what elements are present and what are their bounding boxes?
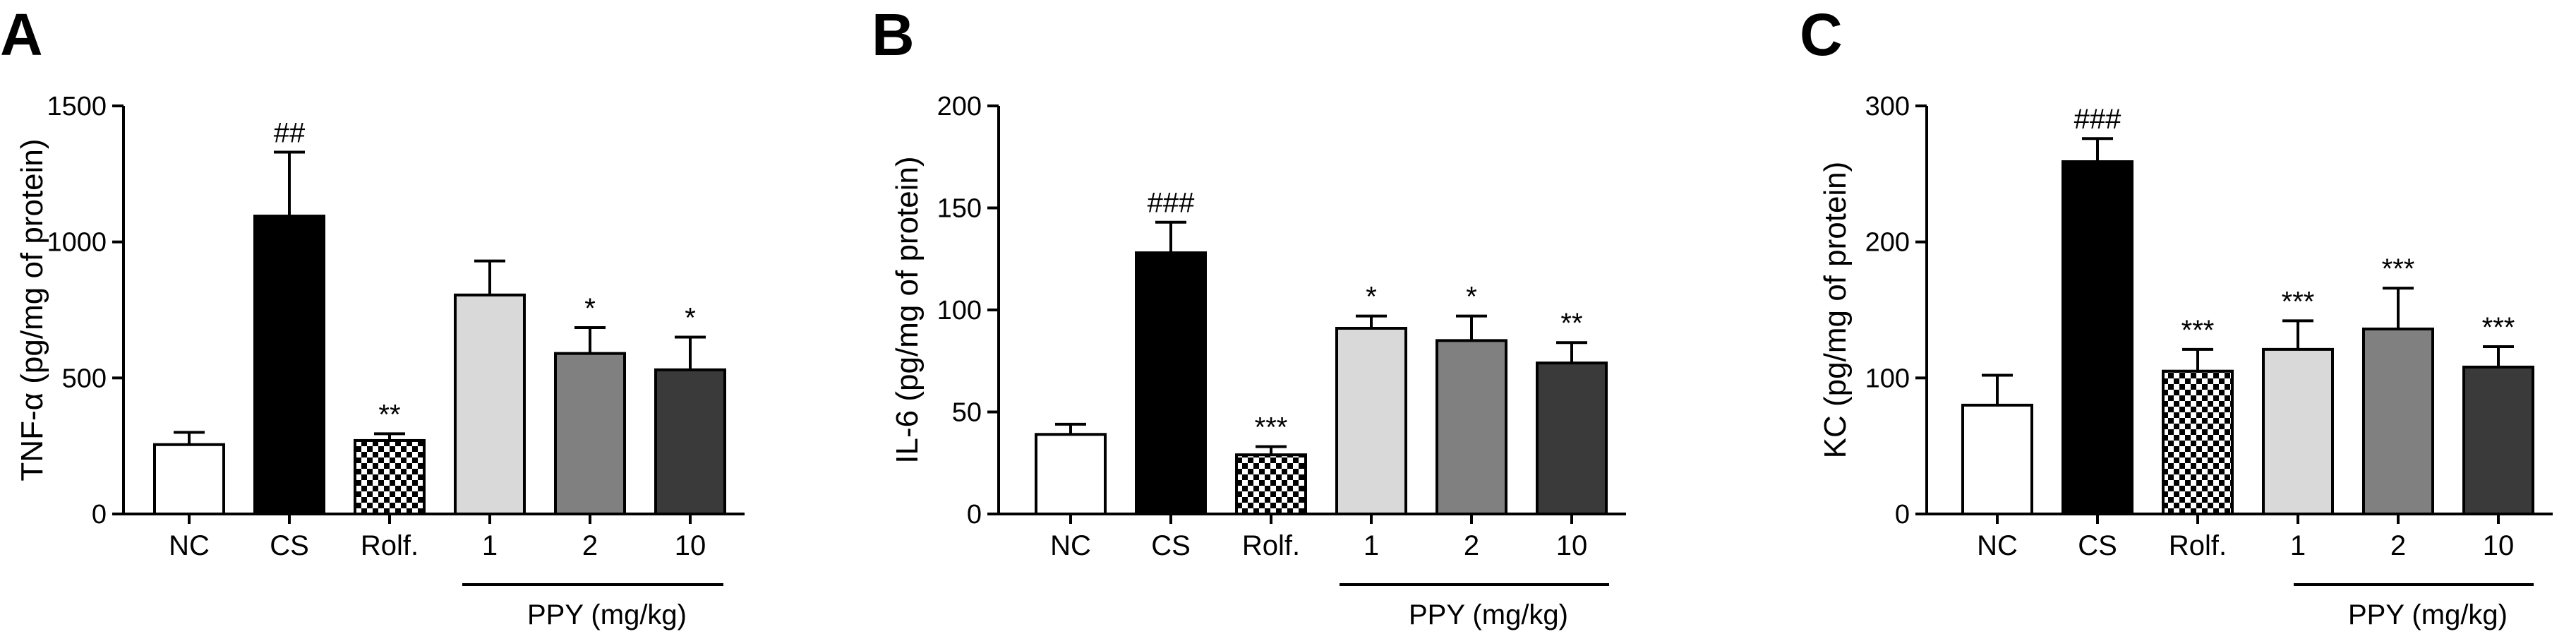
x-tick-label: Rolf. — [2169, 530, 2227, 561]
y-tick-label: 200 — [937, 92, 982, 121]
y-tick-label: 200 — [1865, 228, 1910, 258]
y-tick-label: 0 — [1895, 500, 1910, 530]
x-tick-label: NC — [169, 530, 210, 561]
significance-label: *** — [2181, 315, 2215, 346]
bar — [2062, 160, 2133, 515]
bar — [454, 293, 526, 515]
y-tick-label: 500 — [62, 364, 107, 393]
x-tick-label: 1 — [2290, 530, 2306, 561]
y-tick-label: 0 — [92, 500, 107, 530]
x-tick-label: NC — [1050, 530, 1091, 561]
group-label: PPY (mg/kg) — [1409, 599, 1568, 630]
y-tick-label: 1000 — [47, 228, 107, 258]
bar — [2362, 327, 2434, 515]
y-tick-label: 300 — [1865, 92, 1910, 121]
bar — [1436, 339, 1507, 515]
panel-letter: B — [872, 1, 915, 68]
bar — [253, 215, 325, 515]
y-tick-label: 50 — [952, 398, 982, 428]
x-tick-label: CS — [270, 530, 309, 561]
x-tick-label: Rolf. — [361, 530, 419, 561]
y-tick-label: 1500 — [47, 92, 107, 121]
significance-label: *** — [2282, 286, 2315, 317]
x-tick-label: NC — [1977, 530, 2018, 561]
bar — [654, 368, 726, 515]
significance-label: * — [584, 293, 596, 324]
bar — [554, 352, 626, 515]
significance-label: * — [685, 303, 696, 334]
group-label: PPY (mg/kg) — [527, 599, 687, 630]
y-axis-label: TNF-α (pg/mg of protein) — [15, 138, 49, 481]
x-tick-label: Rolf. — [1242, 530, 1300, 561]
bar — [1536, 361, 1608, 516]
y-axis-label: IL-6 (pg/mg of protein) — [890, 156, 925, 463]
panel-letter: C — [1800, 1, 1843, 68]
significance-label: ### — [1148, 188, 1195, 219]
x-tick-label: 2 — [2390, 530, 2406, 561]
bar — [2262, 347, 2334, 515]
y-axis-label: KC (pg/mg of protein) — [1818, 162, 1853, 459]
significance-label: ** — [378, 399, 400, 430]
bar — [1235, 453, 1307, 515]
bar — [1335, 327, 1407, 515]
significance-label: * — [1366, 282, 1377, 313]
x-tick-label: 10 — [675, 530, 706, 561]
x-tick-label: 1 — [482, 530, 498, 561]
significance-label: *** — [1255, 412, 1288, 443]
x-tick-label: 2 — [1464, 530, 1479, 561]
bar — [354, 438, 426, 516]
significance-label: ** — [1560, 308, 1582, 339]
significance-label: ## — [274, 118, 306, 149]
bar — [153, 443, 225, 515]
group-label: PPY (mg/kg) — [2348, 599, 2508, 630]
significance-label: * — [1466, 282, 1477, 313]
x-tick-label: 1 — [1364, 530, 1379, 561]
bar — [2462, 365, 2534, 515]
x-tick-label: CS — [1151, 530, 1191, 561]
bar — [2162, 369, 2234, 516]
x-tick-label: 10 — [1556, 530, 1588, 561]
x-tick-label: 10 — [2483, 530, 2515, 561]
bar — [1135, 251, 1207, 515]
y-tick-label: 0 — [967, 500, 982, 530]
y-tick-label: 150 — [937, 194, 982, 224]
x-tick-label: CS — [2078, 530, 2117, 561]
bar — [1961, 403, 2033, 515]
y-tick-label: 100 — [937, 296, 982, 325]
significance-label: *** — [2382, 253, 2415, 285]
panel-letter: A — [0, 1, 43, 68]
bar — [1035, 433, 1107, 515]
y-tick-label: 100 — [1865, 364, 1910, 393]
x-tick-label: 2 — [582, 530, 598, 561]
significance-label: ### — [2074, 104, 2121, 135]
significance-label: *** — [2482, 312, 2515, 343]
